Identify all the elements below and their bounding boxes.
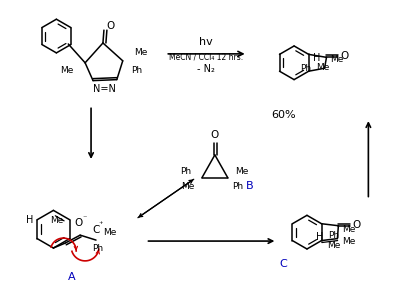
Text: H: H [313,53,320,63]
Text: hv: hv [199,37,213,47]
Text: Ph: Ph [180,167,192,176]
Text: O: O [352,220,360,230]
Text: ⁻: ⁻ [83,214,87,223]
Text: A: A [68,272,75,282]
Text: Me: Me [134,48,147,57]
Text: B: B [246,181,253,191]
Text: Me: Me [316,63,329,72]
Text: Me: Me [182,182,195,191]
Text: Ph: Ph [131,66,142,75]
Text: H: H [26,215,33,225]
Text: Ph: Ph [92,244,104,253]
Text: Me: Me [50,216,63,225]
Text: Me: Me [330,55,343,64]
Text: C: C [279,259,287,269]
Text: O: O [211,130,219,140]
Text: Ph: Ph [232,182,243,191]
Text: 60%: 60% [271,110,296,120]
Text: Me: Me [103,228,116,237]
Text: Ph: Ph [328,231,339,240]
Text: MeCN / CCl₄ 12 hrs.: MeCN / CCl₄ 12 hrs. [169,52,243,61]
Text: O: O [74,218,82,228]
Text: O: O [340,51,348,61]
Text: N=N: N=N [94,84,116,94]
Text: Ph: Ph [300,64,311,73]
Text: Me: Me [342,237,356,246]
Text: Me: Me [342,225,356,234]
Text: Me: Me [235,167,248,176]
Text: Me: Me [327,241,340,250]
Text: O: O [107,21,115,31]
Text: ⁺: ⁺ [99,220,103,229]
Text: H: H [316,232,323,242]
Text: - N₂: - N₂ [197,64,215,74]
Text: Me: Me [60,66,74,75]
Text: C: C [92,225,100,235]
